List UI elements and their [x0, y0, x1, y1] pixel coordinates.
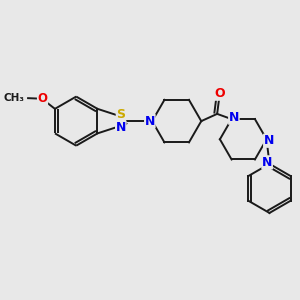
Text: N: N	[264, 134, 274, 147]
Text: S: S	[116, 108, 125, 121]
Text: N: N	[145, 115, 155, 128]
Text: O: O	[38, 92, 47, 105]
Text: N: N	[262, 156, 272, 169]
Text: O: O	[214, 87, 225, 100]
Text: CH₃: CH₃	[4, 93, 25, 103]
Text: N: N	[229, 111, 239, 124]
Text: N: N	[116, 121, 126, 134]
